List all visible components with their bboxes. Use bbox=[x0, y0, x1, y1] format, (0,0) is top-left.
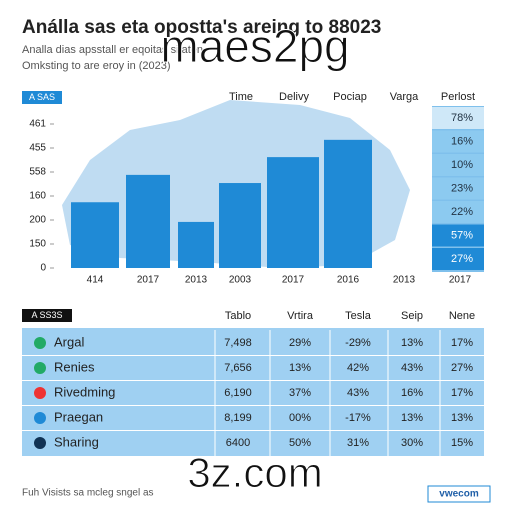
bar bbox=[219, 183, 261, 268]
side-cell bbox=[432, 177, 484, 200]
table-cell: 17% bbox=[451, 337, 473, 349]
table-cell: 37% bbox=[289, 387, 311, 399]
column-header: Time bbox=[229, 91, 253, 103]
x-tick-label: 2003 bbox=[229, 275, 252, 286]
side-value: 16% bbox=[451, 135, 473, 147]
x-tick-label: 2017 bbox=[137, 275, 160, 286]
table-cell: 43% bbox=[347, 387, 369, 399]
x-tick-label: 414 bbox=[87, 275, 104, 286]
table-header: Tesla bbox=[345, 310, 372, 322]
side-value: 27% bbox=[451, 253, 473, 265]
y-tick-label: 0 bbox=[40, 263, 46, 274]
table-cell: 8,199 bbox=[224, 412, 252, 424]
table-cell: 30% bbox=[401, 437, 423, 449]
watermark: 3z.com bbox=[187, 449, 322, 496]
table-cell: 13% bbox=[401, 337, 423, 349]
table-body bbox=[22, 328, 484, 456]
column-header: Perlost bbox=[441, 91, 475, 103]
table-cell: 16% bbox=[401, 387, 423, 399]
table-label-box bbox=[22, 309, 72, 322]
side-value: 78% bbox=[451, 112, 473, 124]
side-value: 10% bbox=[451, 159, 473, 171]
title: Análla sas eta opostta's areing to 88023 bbox=[22, 17, 381, 38]
subtitle: Omksting to are eroy in (2023) bbox=[22, 60, 171, 72]
subtitle: Analla dias apsstall er eqoitas si aten bbox=[22, 44, 203, 56]
table-cell: 13% bbox=[451, 412, 473, 424]
row-icon bbox=[34, 337, 46, 349]
y-tick-label: 200 bbox=[29, 215, 46, 226]
watermark: maes2pg bbox=[160, 20, 349, 72]
table-cell: -29% bbox=[345, 337, 371, 349]
side-cell bbox=[432, 154, 484, 176]
column-header: Delivy bbox=[279, 91, 309, 103]
table-header: Nene bbox=[449, 310, 475, 322]
side-cell bbox=[432, 130, 484, 153]
bar bbox=[126, 174, 170, 268]
chart-label: A SAS bbox=[29, 92, 55, 102]
y-tick-label: 455 bbox=[29, 143, 46, 154]
row-name: Praegan bbox=[54, 409, 103, 424]
y-tick-label: 461 bbox=[29, 119, 46, 130]
x-tick-label: 2017 bbox=[282, 275, 305, 286]
table-cell: 31% bbox=[347, 437, 369, 449]
side-cell bbox=[432, 248, 484, 270]
table-cell: 7,656 bbox=[224, 362, 252, 374]
table-cell: 6,190 bbox=[224, 387, 252, 399]
column-header: Pociap bbox=[333, 91, 367, 103]
row-name: Renies bbox=[54, 359, 95, 374]
table-cell: 50% bbox=[289, 437, 311, 449]
table-header: Vrtira bbox=[287, 310, 314, 322]
x-tick-label: 2013 bbox=[185, 275, 208, 286]
table-header: Tablo bbox=[225, 310, 251, 322]
table-cell: 7,498 bbox=[224, 337, 252, 349]
table-cell: 15% bbox=[451, 437, 473, 449]
x-tick-label: 2013 bbox=[393, 275, 416, 286]
row-name: Argal bbox=[54, 334, 84, 349]
x-tick-label: 2016 bbox=[337, 275, 360, 286]
side-cell bbox=[432, 107, 484, 129]
row-icon bbox=[34, 387, 46, 399]
footer-text: Fuh Visists sa mcleg sngel as bbox=[22, 488, 154, 499]
side-cell bbox=[432, 201, 484, 223]
y-tick-label: 558 bbox=[29, 167, 46, 178]
bar bbox=[267, 157, 319, 268]
row-icon bbox=[34, 412, 46, 424]
y-tick-label: 150 bbox=[29, 239, 46, 250]
table-cell: 43% bbox=[401, 362, 423, 374]
y-tick-label: 160 bbox=[29, 191, 46, 202]
table-cell: -17% bbox=[345, 412, 371, 424]
row-icon bbox=[34, 437, 46, 449]
table-cell: 00% bbox=[289, 412, 311, 424]
table-label: A SS3S bbox=[31, 310, 62, 320]
bar bbox=[178, 221, 214, 268]
table-cell: 29% bbox=[289, 337, 311, 349]
badge-box bbox=[427, 485, 491, 503]
side-value: 22% bbox=[451, 206, 473, 218]
bar bbox=[324, 139, 372, 268]
row-name: Sharing bbox=[54, 434, 99, 449]
side-value: 57% bbox=[451, 229, 473, 241]
table-cell: 17% bbox=[451, 387, 473, 399]
table-cell: 13% bbox=[289, 362, 311, 374]
x-tick-label: 2017 bbox=[449, 275, 472, 286]
row-icon bbox=[34, 362, 46, 374]
row-name: Rivedming bbox=[54, 384, 115, 399]
table-cell: 6400 bbox=[226, 437, 250, 449]
table-cell: 27% bbox=[451, 362, 473, 374]
table-cell: 42% bbox=[347, 362, 369, 374]
badge: vwecom bbox=[439, 489, 479, 500]
side-cell bbox=[432, 224, 484, 247]
column-header: Varga bbox=[390, 91, 419, 103]
side-value: 23% bbox=[451, 182, 473, 194]
chart-label-box bbox=[22, 91, 62, 104]
table-header: Seip bbox=[401, 310, 423, 322]
table-cell: 13% bbox=[401, 412, 423, 424]
bar bbox=[71, 202, 119, 268]
